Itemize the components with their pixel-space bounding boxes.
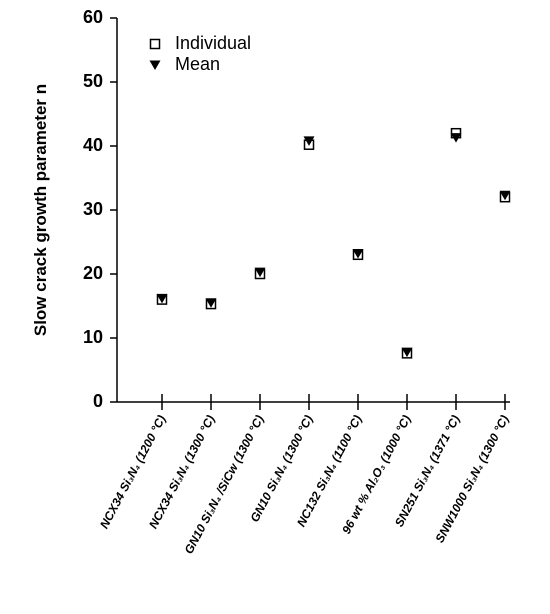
- legend-label: Mean: [175, 54, 220, 74]
- point: [401, 347, 413, 358]
- point: [450, 133, 462, 143]
- point: [352, 249, 364, 259]
- point: [156, 293, 168, 304]
- legend-label: Individual: [175, 33, 251, 53]
- y-tick-label: 50: [83, 71, 103, 91]
- y-tick-label: 30: [83, 199, 103, 219]
- point: [205, 298, 217, 308]
- y-tick-label: 0: [93, 391, 103, 411]
- y-tick-label: 20: [83, 263, 103, 283]
- y-axis-label: Slow crack growth parameter n: [31, 84, 50, 336]
- point: [303, 136, 315, 146]
- y-tick-label: 60: [83, 7, 103, 27]
- legend-marker: [149, 60, 161, 70]
- y-tick-label: 10: [83, 327, 103, 347]
- point: [254, 267, 266, 278]
- y-tick-label: 40: [83, 135, 103, 155]
- point: [499, 190, 511, 201]
- legend-marker: [149, 38, 161, 50]
